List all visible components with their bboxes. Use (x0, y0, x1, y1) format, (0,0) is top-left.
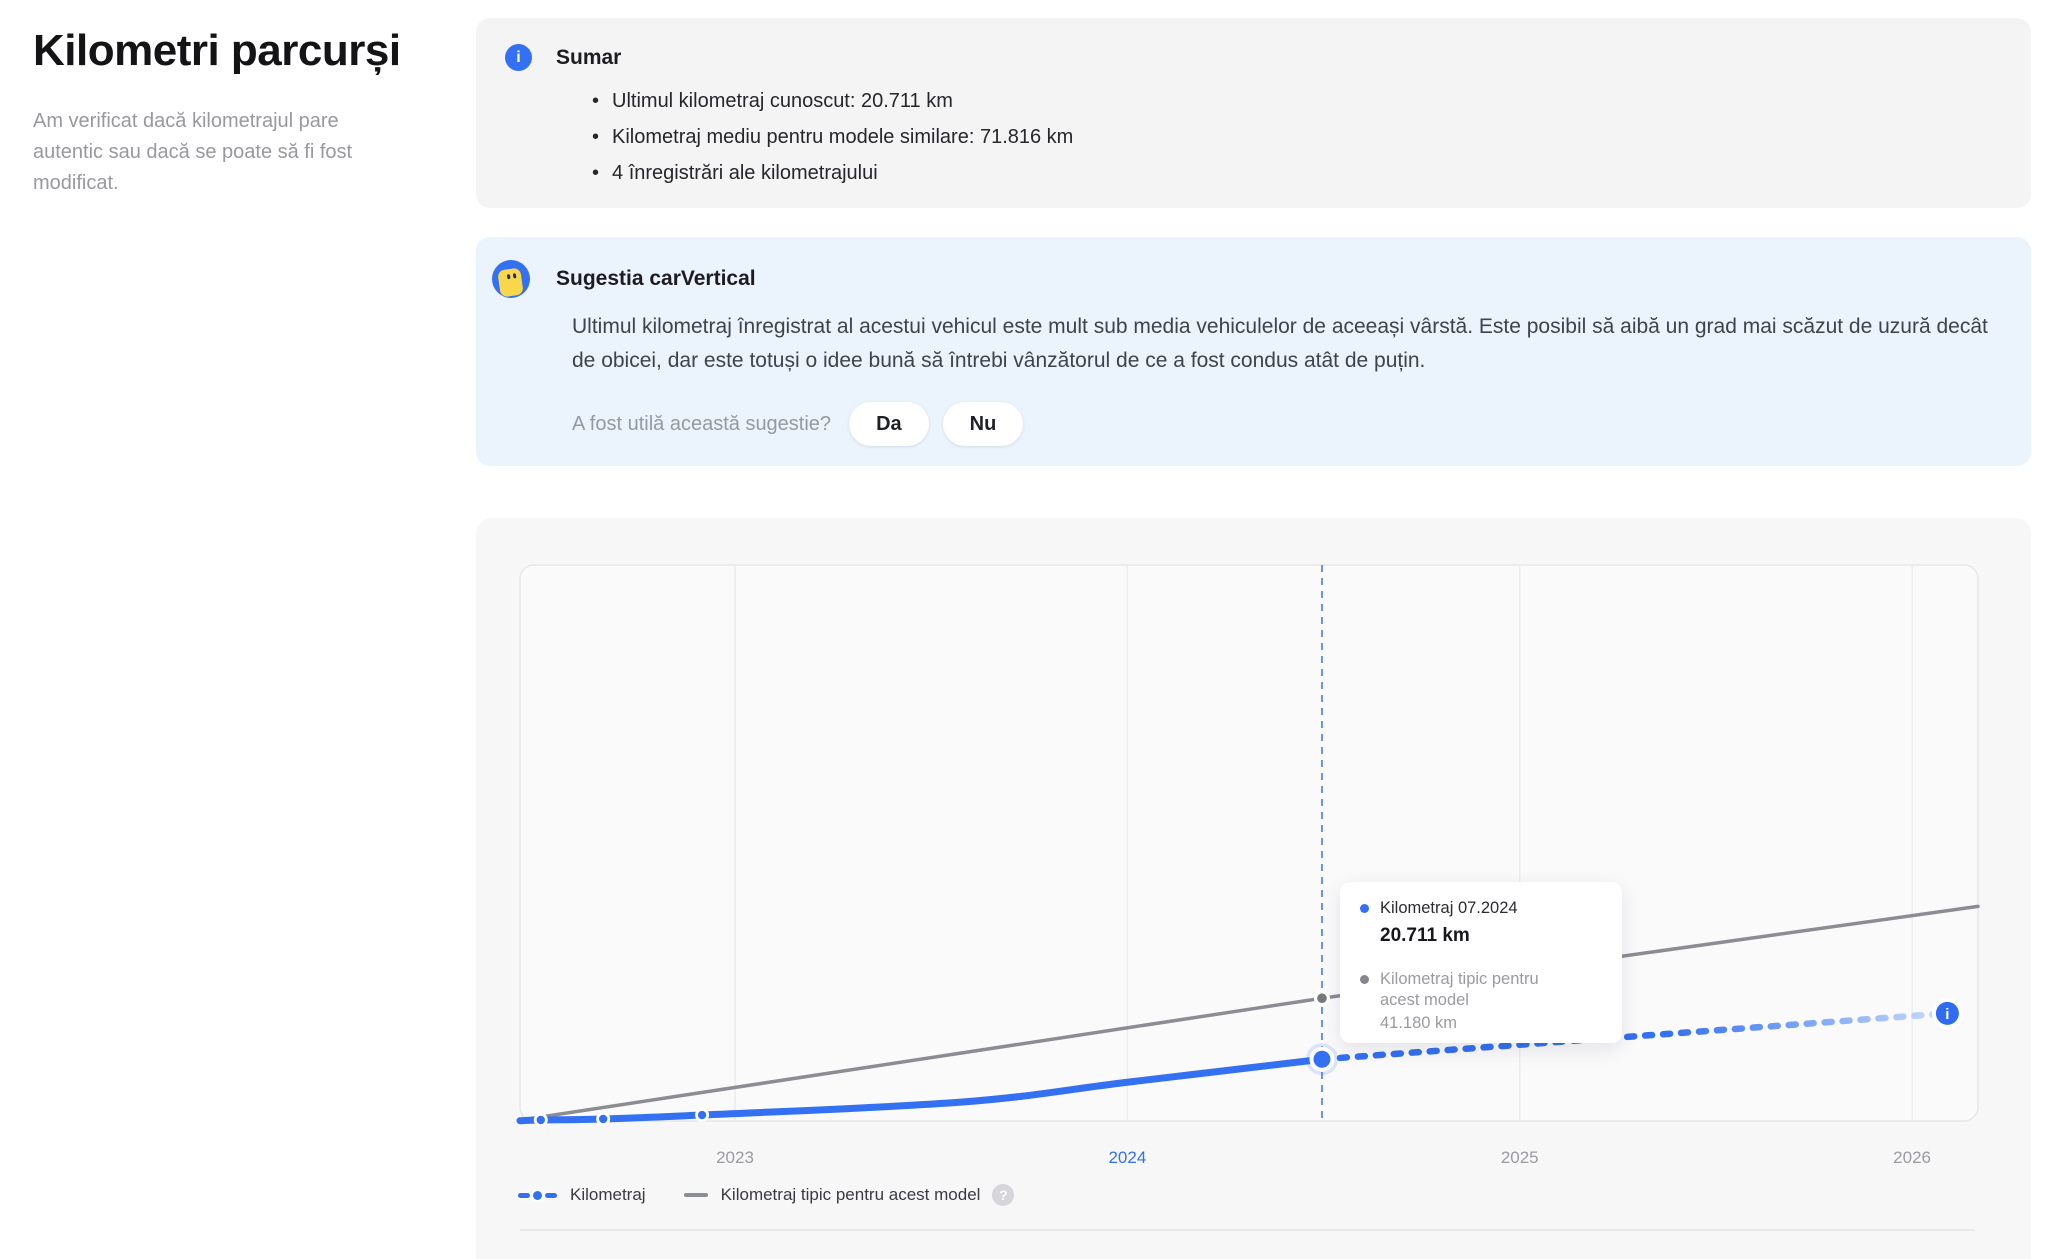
legend-kilometraj-icon (518, 1190, 557, 1200)
tooltip-typical-value: 41.180 km (1380, 1014, 1458, 1032)
summary-title: Sumar (556, 45, 622, 69)
data-point (697, 1110, 707, 1120)
typical-point (1317, 993, 1327, 1004)
tooltip-typical-label-2: acest model (1380, 991, 1469, 1009)
summary-item: Kilometraj mediu pentru modele similare:… (592, 119, 2001, 155)
info-icon: i (505, 44, 532, 71)
feedback-yes-button[interactable]: Da (849, 402, 929, 446)
section-sidebar: Kilometri parcurși Am verificat dacă kil… (33, 22, 403, 199)
tooltip-typical-label: Kilometraj tipic pentru (1380, 970, 1539, 988)
projection-info-icon[interactable]: i (1931, 997, 1963, 1029)
x-axis-label-2025: 2025 (1501, 1148, 1539, 1167)
carvertical-mascot-icon (492, 260, 530, 298)
legend-typical-label: Kilometraj tipic pentru acest model (720, 1185, 981, 1204)
tooltip-series-dot-blue (1360, 904, 1369, 913)
suggestion-body: Ultimul kilometraj înregistrat al acestu… (572, 315, 1988, 372)
panel-divider (520, 1229, 1975, 1231)
suggestion-title: Sugestia carVertical (556, 267, 756, 290)
page-description: Am verificat dacă kilometrajul pare aute… (33, 110, 353, 195)
chart-tooltip: Kilometraj 07.2024 20.711 km Kilometraj … (1340, 882, 1622, 1043)
suggestion-card: Sugestia carVertical Ultimul kilometraj … (476, 237, 2031, 466)
summary-item: 4 înregistrări ale kilometrajului (592, 155, 2001, 191)
tooltip-point-label: Kilometraj 07.2024 (1380, 899, 1518, 917)
x-axis-label-2023: 2023 (716, 1148, 754, 1167)
summary-item: Ultimul kilometraj cunoscut: 20.711 km (592, 83, 2001, 119)
plot-area (519, 564, 1979, 1122)
data-point (598, 1114, 608, 1124)
chart-legend: Kilometraj Kilometraj tipic pentru acest… (518, 1180, 1015, 1210)
page-title: Kilometri parcurși (33, 26, 401, 75)
summary-card: i Sumar Ultimul kilometraj cunoscut: 20.… (476, 18, 2031, 208)
feedback-question: A fost utilă această sugestie? (572, 412, 832, 435)
data-point (536, 1115, 545, 1125)
tooltip-point-value: 20.711 km (1380, 925, 1470, 946)
x-axis-label-2026: 2026 (1893, 1148, 1931, 1167)
summary-list: Ultimul kilometraj cunoscut: 20.711 km K… (592, 83, 2001, 191)
feedback-no-button[interactable]: Nu (942, 402, 1024, 446)
legend-kilometraj-label: Kilometraj (570, 1185, 646, 1204)
mileage-chart-panel: i 2023 2024 2025 2026 Kilometraj 07.2024 20.… (476, 518, 2031, 1259)
kilometraj-projection-line (1318, 1010, 1951, 1063)
svg-text:i: i (1945, 1006, 1949, 1023)
x-axis-label-2024: 2024 (1108, 1148, 1146, 1167)
kilometraj-line (516, 1055, 1326, 1125)
active-point (1313, 1050, 1331, 1068)
legend-typical-icon (683, 1193, 708, 1197)
legend-help-icon[interactable]: ? (992, 1184, 1015, 1206)
mileage-chart[interactable]: i 2023 2024 2025 2026 (476, 518, 2031, 1259)
tooltip-series-dot-gray (1360, 975, 1369, 984)
